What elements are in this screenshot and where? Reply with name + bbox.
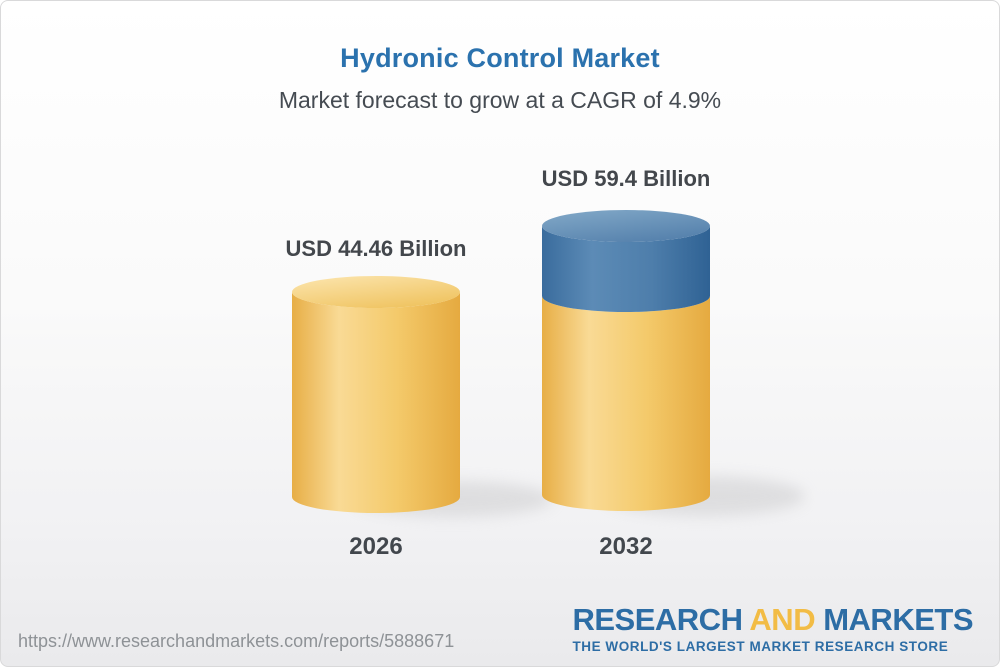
value-label-2032: USD 59.4 Billion [541,166,711,191]
logo-word-research: RESEARCH [572,601,743,637]
value-label-2026: USD 44.46 Billion [285,236,467,261]
cylinder-2026 [292,276,460,513]
page-title: Hydronic Control Market [340,43,660,73]
logo-tagline: THE WORLD'S LARGEST MARKET RESEARCH STOR… [572,638,949,654]
brand-logo[interactable]: RESEARCH AND MARKETS THE WORLD'S LARGEST… [572,604,973,654]
logo-wordmark: RESEARCH AND MARKETS [572,604,973,635]
cylinder-2032 [542,210,710,511]
page-subtitle: Market forecast to grow at a CAGR of 4.9… [278,87,722,113]
category-label-2032: 2032 [599,533,653,560]
source-url[interactable]: https://www.researchandmarkets.com/repor… [18,631,455,651]
logo-word-and: AND [749,601,816,637]
logo-word-markets: MARKETS [823,601,973,637]
category-label-2026: 2026 [349,533,403,560]
